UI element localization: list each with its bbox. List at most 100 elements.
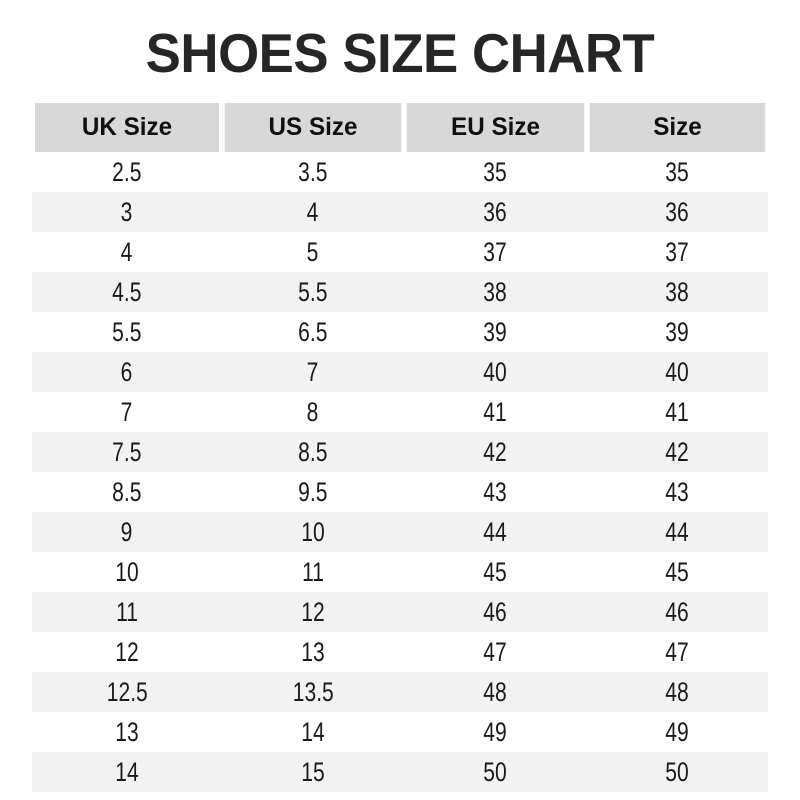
cell-eu-size-value: 35 [483, 157, 508, 187]
table-header: UK Size US Size EU Size Size [32, 103, 768, 152]
cell-uk-size: 10 [32, 552, 222, 592]
column-header-us-size-label: US Size [268, 113, 358, 141]
cell-uk-size: 14 [32, 752, 222, 792]
column-header-size-label: Size [653, 113, 702, 141]
cell-uk-size-value: 4.5 [112, 277, 142, 307]
cell-us-size-value: 13 [301, 637, 325, 667]
cell-size-value: 36 [665, 197, 690, 227]
cell-eu-size: 47 [404, 632, 587, 672]
cell-uk-size-value: 3 [121, 197, 133, 227]
cell-us-size-value: 10 [301, 517, 325, 547]
cell-eu-size: 37 [404, 232, 587, 272]
cell-size-value: 48 [665, 677, 690, 707]
cell-eu-size-value: 41 [483, 397, 508, 427]
cell-us-size: 3.5 [222, 152, 404, 192]
table-row: 3 4 36 36 [32, 192, 768, 232]
column-header-uk-size-label: UK Size [81, 113, 173, 141]
cell-eu-size-value: 50 [483, 757, 508, 787]
cell-size-value: 50 [665, 757, 690, 787]
cell-uk-size: 11 [32, 592, 222, 632]
shoe-size-table: UK Size US Size EU Size Size 2.5 3.5 35 … [32, 103, 768, 792]
cell-uk-size: 7.5 [32, 432, 222, 472]
column-header-eu-size: EU Size [406, 103, 585, 152]
table-row: 6 7 40 40 [32, 352, 768, 392]
cell-eu-size: 42 [404, 432, 587, 472]
cell-eu-size: 41 [404, 392, 587, 432]
cell-size: 48 [587, 672, 768, 712]
cell-uk-size-value: 9 [121, 517, 133, 547]
cell-us-size: 4 [222, 192, 404, 232]
cell-uk-size-value: 7 [121, 397, 133, 427]
table-row: 4 5 37 37 [32, 232, 768, 272]
cell-size: 50 [587, 752, 768, 792]
table-row: 14 15 50 50 [32, 752, 768, 792]
cell-size: 35 [587, 152, 768, 192]
cell-us-size-value: 6.5 [298, 317, 328, 347]
cell-uk-size: 5.5 [32, 312, 222, 352]
cell-eu-size: 46 [404, 592, 587, 632]
column-header-uk-size: UK Size [34, 103, 220, 152]
table-row: 11 12 46 46 [32, 592, 768, 632]
table-header-row: UK Size US Size EU Size Size [32, 103, 768, 152]
cell-uk-size-value: 13 [115, 717, 139, 747]
cell-us-size-value: 14 [301, 717, 325, 747]
cell-size-value: 38 [665, 277, 690, 307]
cell-us-size-value: 11 [302, 557, 324, 587]
cell-uk-size-value: 4 [121, 237, 133, 267]
cell-eu-size-value: 46 [483, 597, 508, 627]
cell-eu-size: 50 [404, 752, 587, 792]
cell-us-size: 11 [222, 552, 404, 592]
cell-eu-size: 35 [404, 152, 587, 192]
cell-uk-size-value: 8.5 [112, 477, 142, 507]
table-row: 7 8 41 41 [32, 392, 768, 432]
cell-size: 49 [587, 712, 768, 752]
column-header-size: Size [589, 103, 766, 152]
cell-eu-size: 36 [404, 192, 587, 232]
cell-size-value: 42 [665, 437, 690, 467]
cell-size: 37 [587, 232, 768, 272]
cell-uk-size: 12.5 [32, 672, 222, 712]
cell-us-size-value: 13.5 [292, 677, 334, 707]
cell-uk-size-value: 14 [115, 757, 139, 787]
cell-eu-size-value: 36 [483, 197, 508, 227]
cell-size: 44 [587, 512, 768, 552]
cell-eu-size: 38 [404, 272, 587, 312]
cell-uk-size: 2.5 [32, 152, 222, 192]
cell-size: 38 [587, 272, 768, 312]
table-row: 4.5 5.5 38 38 [32, 272, 768, 312]
cell-eu-size: 49 [404, 712, 587, 752]
cell-size-value: 41 [665, 397, 690, 427]
cell-us-size-value: 5.5 [298, 277, 328, 307]
cell-size-value: 40 [665, 357, 690, 387]
table-row: 9 10 44 44 [32, 512, 768, 552]
cell-size: 47 [587, 632, 768, 672]
cell-uk-size: 4 [32, 232, 222, 272]
cell-eu-size-value: 39 [483, 317, 508, 347]
cell-us-size-value: 7 [307, 357, 319, 387]
cell-uk-size-value: 11 [116, 597, 138, 627]
cell-us-size: 8 [222, 392, 404, 432]
cell-size: 42 [587, 432, 768, 472]
cell-us-size-value: 4 [307, 197, 319, 227]
cell-us-size: 15 [222, 752, 404, 792]
cell-eu-size: 43 [404, 472, 587, 512]
cell-eu-size-value: 49 [483, 717, 508, 747]
table-row: 13 14 49 49 [32, 712, 768, 752]
cell-size: 43 [587, 472, 768, 512]
cell-us-size: 5.5 [222, 272, 404, 312]
cell-eu-size-value: 42 [483, 437, 508, 467]
cell-size: 46 [587, 592, 768, 632]
cell-uk-size: 3 [32, 192, 222, 232]
cell-eu-size: 40 [404, 352, 587, 392]
cell-us-size-value: 8.5 [298, 437, 328, 467]
cell-us-size: 9.5 [222, 472, 404, 512]
cell-size-value: 44 [665, 517, 690, 547]
cell-us-size-value: 8 [307, 397, 319, 427]
table-row: 10 11 45 45 [32, 552, 768, 592]
cell-eu-size: 39 [404, 312, 587, 352]
cell-us-size-value: 3.5 [298, 157, 328, 187]
column-header-us-size: US Size [224, 103, 402, 152]
cell-uk-size: 9 [32, 512, 222, 552]
cell-size: 40 [587, 352, 768, 392]
cell-size-value: 47 [665, 637, 690, 667]
